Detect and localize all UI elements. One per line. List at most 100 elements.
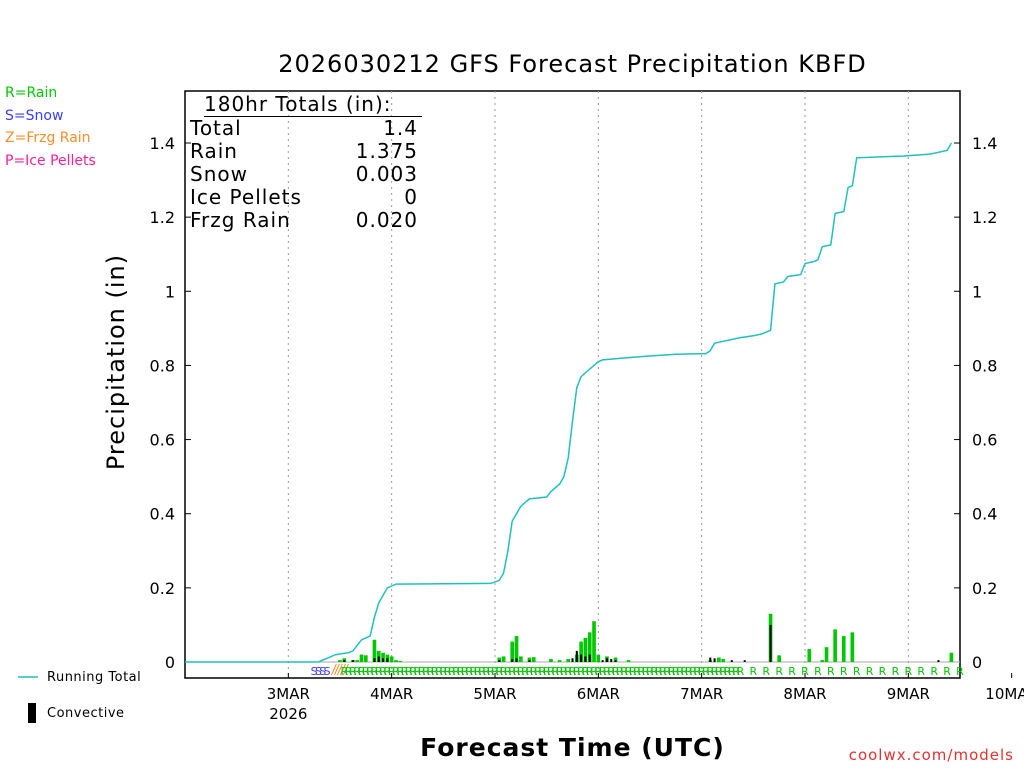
totals-value: 0 [404,185,418,209]
rain-marker: R [375,665,383,678]
convective-bar [937,660,940,662]
rain-marker: R [388,665,396,678]
rain-marker: R [599,665,607,678]
rain-marker: R [663,665,671,678]
precip-bar [587,632,592,662]
rain-marker: R [414,665,422,678]
rain-marker: R [642,665,650,678]
snow-marker: S [315,665,322,678]
rain-marker: R [646,665,654,678]
rain-marker: R [840,665,848,678]
rain-marker: R [418,665,426,678]
rain-marker: R [483,665,491,678]
convective-bar [515,658,518,662]
rain-marker: R [814,665,822,678]
rain-marker: R [620,665,628,678]
snow-marker: S [319,665,326,678]
precip-bar [372,639,377,662]
rain-marker: R [452,665,460,678]
y-tick-label-left: 1.2 [150,208,175,227]
precip-bar [717,657,721,662]
precip-bar [514,636,519,662]
rain-marker: R [539,665,547,678]
rain-marker: R [530,665,538,678]
precip-bar [579,641,583,662]
precip-bar [596,654,601,662]
convective-bar [743,660,746,662]
precip-bar [592,621,596,662]
totals-label: Rain [190,139,238,163]
rain-marker: R [569,665,577,678]
precip-bar [394,660,398,662]
y-tick-label-left: 0.8 [150,356,175,375]
totals-row-ice-pellets: Ice Pellets 0 [190,186,418,209]
rain-marker: R [487,665,495,678]
x-axis-title: Forecast Time (UTC) [420,733,725,762]
rain-marker: R [474,665,482,678]
credit-link[interactable]: coolwx.com/models [848,746,1014,764]
y-tick-label-left: 0 [165,653,175,672]
chart-title: 2026030212 GFS Forecast Precipitation KB… [278,50,867,78]
precip-bar [519,656,523,662]
freezing-rain-hatch [333,663,340,676]
rain-marker: R [629,665,637,678]
snow-marker: S [324,665,331,678]
rain-marker: R [853,665,861,678]
rain-marker: R [465,665,473,678]
totals-label: Frzg Rain [190,208,291,232]
totals-row-total: Total 1.4 [190,117,418,140]
rain-marker: R [879,665,887,678]
rain-marker: R [650,665,658,678]
totals-value: 0.003 [355,162,418,186]
rain-marker: R [440,665,448,678]
rain-marker: R [543,665,551,678]
y-tick-label-right: 0.4 [972,505,997,524]
rain-marker: R [427,665,435,678]
rain-marker: R [521,665,529,678]
freezing-rain-hatch [342,663,349,676]
rain-marker: R [371,665,379,678]
precip-bar [841,636,846,662]
snow-marker: S [311,665,318,678]
legend-freezing-rain: Z=Frzg Rain [5,130,91,146]
rain-marker: R [590,665,598,678]
rain-marker: R [905,665,913,678]
y-tick-label-right: 0.8 [972,356,997,375]
freezing-rain-hatch [336,663,343,676]
rain-marker: R [668,665,676,678]
x-tick-label: 8MAR [783,685,826,703]
rain-marker: R [495,665,503,678]
rain-marker: R [788,665,796,678]
convective-bar [584,656,587,662]
rain-marker: R [625,665,633,678]
rain-marker: R [478,665,486,678]
rain-marker: R [595,665,603,678]
precip-bar [566,659,571,662]
rain-marker: R [358,665,366,678]
rain-marker: R [616,665,624,678]
rain-marker: R [564,665,572,678]
legend-rain: R=Rain [5,85,58,101]
rain-marker: R [500,665,508,678]
y-tick-label-left: 0.2 [150,579,175,598]
rain-marker: R [930,665,938,678]
precip-bar [949,652,954,662]
rain-marker: R [659,665,667,678]
rain-marker: R [457,665,465,678]
precip-bar [531,657,536,662]
rain-marker: R [435,665,443,678]
rain-marker: R [470,665,478,678]
convective-bar [377,656,380,662]
totals-value: 1.375 [355,139,418,163]
running-total-legend-label: Running Total [47,670,142,685]
totals-label: Total [190,116,242,140]
rain-marker: R [694,665,702,678]
precip-bar [381,652,385,662]
rain-marker: R [422,665,430,678]
precip-bar [583,637,588,662]
rain-marker: R [676,665,684,678]
precip-bar [824,647,829,662]
rain-marker: R [689,665,697,678]
x-tick-label: 10MAR [985,685,1024,703]
